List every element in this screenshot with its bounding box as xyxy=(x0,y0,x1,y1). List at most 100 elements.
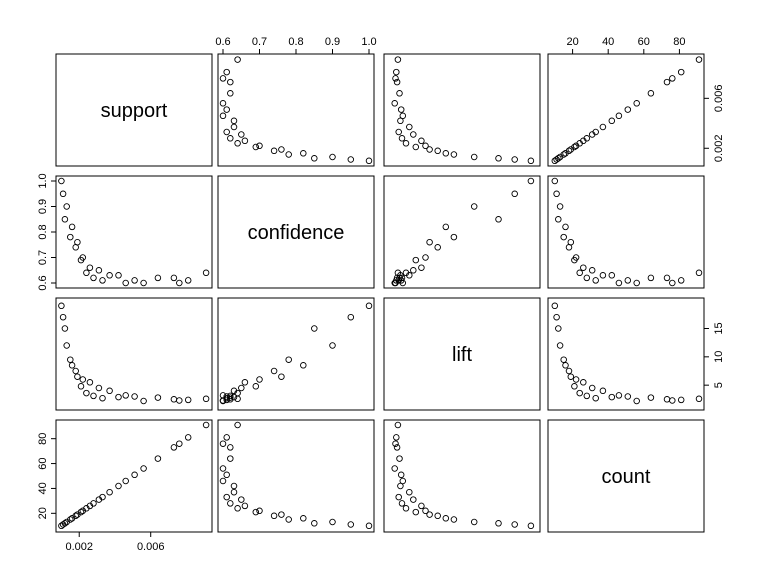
data-point xyxy=(227,78,234,86)
data-point xyxy=(68,362,76,369)
panel-confidence-vs-support xyxy=(55,175,213,289)
data-point xyxy=(99,493,106,501)
data-point xyxy=(252,143,260,151)
data-point xyxy=(58,522,65,530)
data-point xyxy=(61,325,69,332)
data-point xyxy=(300,362,307,369)
data-point xyxy=(397,106,405,113)
tick-label-confidence: 1.0 xyxy=(361,36,376,48)
data-point xyxy=(426,238,433,246)
data-point xyxy=(396,455,403,462)
data-point xyxy=(395,493,402,501)
data-point xyxy=(176,440,183,447)
data-point xyxy=(131,471,138,479)
data-point xyxy=(227,135,234,142)
data-point xyxy=(470,203,478,210)
data-point xyxy=(527,157,535,165)
data-point xyxy=(495,520,502,527)
variable-label-lift: lift xyxy=(452,344,472,366)
data-point xyxy=(669,279,676,287)
data-point xyxy=(392,75,399,82)
data-point xyxy=(624,393,632,400)
data-point xyxy=(608,272,616,279)
data-point xyxy=(402,140,410,147)
data-point xyxy=(311,325,318,332)
data-point xyxy=(399,477,407,485)
data-point xyxy=(583,274,591,282)
data-point xyxy=(347,521,355,528)
data-point xyxy=(223,128,230,136)
data-point xyxy=(393,78,401,86)
data-point xyxy=(278,511,285,518)
data-point xyxy=(176,279,183,287)
data-point xyxy=(396,90,403,97)
data-point xyxy=(556,203,564,210)
data-point xyxy=(615,112,623,120)
data-point xyxy=(393,434,400,441)
data-point xyxy=(434,244,441,251)
data-point xyxy=(223,493,230,501)
data-point xyxy=(402,269,410,277)
data-point xyxy=(393,444,401,451)
data-point xyxy=(562,223,569,231)
data-point xyxy=(140,279,147,287)
data-point xyxy=(234,505,241,512)
data-point xyxy=(615,279,623,287)
tick-label-confidence: 0.6 xyxy=(37,275,49,290)
data-point xyxy=(170,274,178,282)
tick-label-confidence: 0.7 xyxy=(252,36,267,48)
data-point xyxy=(241,137,249,145)
data-point xyxy=(406,123,413,131)
data-point xyxy=(223,434,230,441)
data-point xyxy=(270,512,278,520)
panel-lift-vs-support xyxy=(55,297,213,411)
data-point xyxy=(219,440,227,447)
data-point xyxy=(470,518,478,526)
panel-support-vs-support xyxy=(55,53,213,167)
data-point xyxy=(397,471,405,479)
data-point xyxy=(442,223,450,231)
data-point xyxy=(300,150,307,157)
data-point xyxy=(74,373,81,380)
data-point xyxy=(410,267,417,274)
data-point xyxy=(450,516,458,523)
data-point xyxy=(99,394,106,402)
data-point xyxy=(527,522,535,530)
data-point xyxy=(95,384,103,392)
data-point xyxy=(63,342,70,349)
data-point xyxy=(695,56,703,63)
data-point xyxy=(154,274,162,282)
panel-lift-vs-count xyxy=(547,297,705,411)
data-point xyxy=(241,379,249,386)
data-point xyxy=(278,373,285,380)
data-point xyxy=(571,256,578,264)
data-point xyxy=(442,150,450,157)
data-point xyxy=(442,515,450,522)
data-point xyxy=(219,100,227,107)
data-point xyxy=(571,383,578,390)
data-point xyxy=(608,117,616,125)
data-point xyxy=(115,393,122,401)
panel-support-vs-lift xyxy=(383,53,541,167)
data-point xyxy=(588,384,596,392)
data-point xyxy=(511,521,518,528)
data-point xyxy=(115,272,122,279)
panel-confidence-vs-lift xyxy=(383,175,541,289)
data-point xyxy=(63,518,70,526)
data-point xyxy=(140,465,147,472)
data-point xyxy=(397,272,404,279)
data-point xyxy=(647,90,655,97)
data-point xyxy=(394,421,402,429)
panel-count-vs-count xyxy=(547,419,705,533)
panel-confidence-vs-confidence xyxy=(217,175,375,289)
data-point xyxy=(395,128,402,136)
data-point xyxy=(106,272,113,279)
data-point xyxy=(223,471,230,479)
data-point xyxy=(347,313,355,321)
data-point xyxy=(647,274,655,282)
data-point xyxy=(219,465,227,472)
data-point xyxy=(59,190,67,198)
data-point xyxy=(99,277,106,284)
data-point xyxy=(580,264,587,271)
data-point xyxy=(131,277,138,284)
